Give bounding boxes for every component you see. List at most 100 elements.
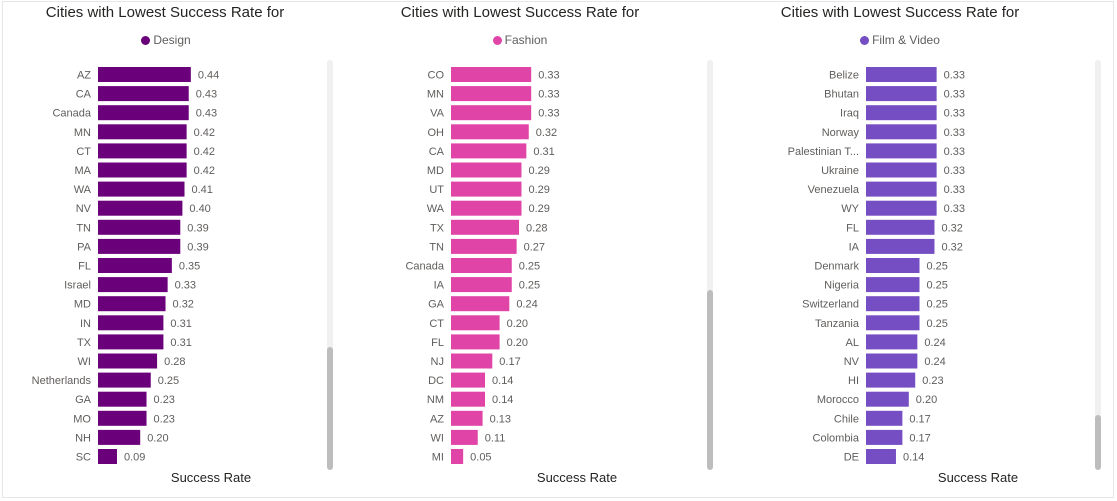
bar[interactable] <box>866 391 909 407</box>
x-axis-title: Success Rate <box>937 470 1019 485</box>
category-label: Venezuela <box>808 184 860 196</box>
bar[interactable] <box>98 296 166 312</box>
bar[interactable] <box>866 277 920 293</box>
category-label: Colombia <box>813 432 860 444</box>
bar[interactable] <box>866 219 935 235</box>
scrollbar[interactable] <box>707 60 713 470</box>
bar[interactable] <box>866 124 937 140</box>
bar[interactable] <box>866 162 937 178</box>
bar[interactable] <box>866 315 920 331</box>
bar[interactable] <box>451 124 529 140</box>
bar[interactable] <box>98 449 117 464</box>
bar[interactable] <box>451 219 520 235</box>
legend-label: Design <box>153 33 191 47</box>
bar[interactable] <box>451 334 500 350</box>
bar[interactable] <box>98 391 147 407</box>
bar[interactable] <box>866 353 918 369</box>
category-label: MD <box>74 299 91 311</box>
category-label: Denmark <box>814 261 859 273</box>
bar[interactable] <box>98 86 189 102</box>
scrollbar-thumb[interactable] <box>707 290 713 470</box>
x-axis-title: Success Rate <box>536 470 618 485</box>
bar[interactable] <box>451 86 532 102</box>
bar[interactable] <box>866 200 937 216</box>
bar[interactable] <box>98 277 168 293</box>
scrollbar-thumb[interactable] <box>327 347 333 470</box>
data-label: 0.41 <box>192 184 213 196</box>
scrollbar[interactable] <box>327 60 333 470</box>
bar[interactable] <box>451 410 483 426</box>
legend-label: Fashion <box>504 33 548 47</box>
bar[interactable] <box>451 391 486 407</box>
bar[interactable] <box>866 258 920 273</box>
bar[interactable] <box>866 238 935 254</box>
bar[interactable] <box>451 296 510 312</box>
legend[interactable]: Film & Video <box>725 33 1075 47</box>
scrollbar-thumb[interactable] <box>1095 415 1101 470</box>
bar[interactable] <box>451 105 532 121</box>
data-label: 0.42 <box>194 146 215 158</box>
category-label: Chile <box>834 413 859 425</box>
category-label: NJ <box>431 356 444 368</box>
bar[interactable] <box>451 238 517 254</box>
bar[interactable] <box>451 258 512 273</box>
bar[interactable] <box>98 143 187 159</box>
bar[interactable] <box>866 86 937 102</box>
data-label: 0.29 <box>528 203 549 215</box>
bar[interactable] <box>98 238 181 254</box>
bar[interactable] <box>98 124 187 140</box>
bar[interactable] <box>98 181 185 197</box>
bar[interactable] <box>866 143 937 159</box>
scrollbar[interactable] <box>1095 60 1101 470</box>
bar[interactable] <box>98 410 147 426</box>
bar[interactable] <box>866 449 896 464</box>
bar[interactable] <box>866 181 937 197</box>
bar[interactable] <box>866 105 937 121</box>
bar[interactable] <box>98 372 151 388</box>
bar[interactable] <box>98 200 183 216</box>
data-label: 0.42 <box>194 165 215 177</box>
bar[interactable] <box>98 67 191 82</box>
data-label: 0.32 <box>941 222 962 234</box>
bar[interactable] <box>451 353 493 369</box>
bar[interactable] <box>98 315 164 331</box>
data-label: 0.31 <box>533 146 554 158</box>
bar[interactable] <box>98 162 187 178</box>
bar[interactable] <box>451 429 478 445</box>
data-label: 0.39 <box>187 222 208 234</box>
data-label: 0.20 <box>507 337 528 349</box>
bar[interactable] <box>98 429 141 445</box>
bar[interactable] <box>98 105 189 121</box>
bar[interactable] <box>98 334 164 350</box>
bar[interactable] <box>451 277 512 293</box>
bar[interactable] <box>98 258 172 273</box>
bar[interactable] <box>866 429 903 445</box>
bar[interactable] <box>866 296 920 312</box>
bar[interactable] <box>866 372 916 388</box>
legend[interactable]: Design <box>0 33 336 47</box>
data-label: 0.20 <box>916 394 937 406</box>
legend[interactable]: Fashion <box>350 33 690 47</box>
bar-chart-film-video: Belize 0.33 Bhutan 0.33 Iraq 0.33 Norway 0.33 Pa… <box>788 67 965 464</box>
bar[interactable] <box>451 449 464 464</box>
bar-chart-fashion: CO 0.33 MN 0.33 VA 0.33 OH 0.32 CA 0.31 MD 0.29 UT 0.… <box>405 67 560 464</box>
category-label: TX <box>77 337 92 349</box>
category-label: IA <box>849 241 860 253</box>
bar[interactable] <box>451 372 486 388</box>
data-label: 0.23 <box>922 375 943 387</box>
bar[interactable] <box>866 410 903 426</box>
category-label: IA <box>434 280 445 292</box>
bar[interactable] <box>451 200 522 216</box>
data-label: 0.35 <box>179 261 200 273</box>
bar[interactable] <box>451 181 522 197</box>
bar[interactable] <box>451 162 522 178</box>
bar[interactable] <box>451 67 532 82</box>
bar[interactable] <box>451 315 500 331</box>
bar[interactable] <box>866 334 918 350</box>
category-label: WY <box>841 203 859 215</box>
data-label: 0.14 <box>492 375 513 387</box>
bar[interactable] <box>98 353 158 369</box>
bar[interactable] <box>98 219 181 235</box>
bar[interactable] <box>451 143 527 159</box>
bar[interactable] <box>866 67 937 82</box>
